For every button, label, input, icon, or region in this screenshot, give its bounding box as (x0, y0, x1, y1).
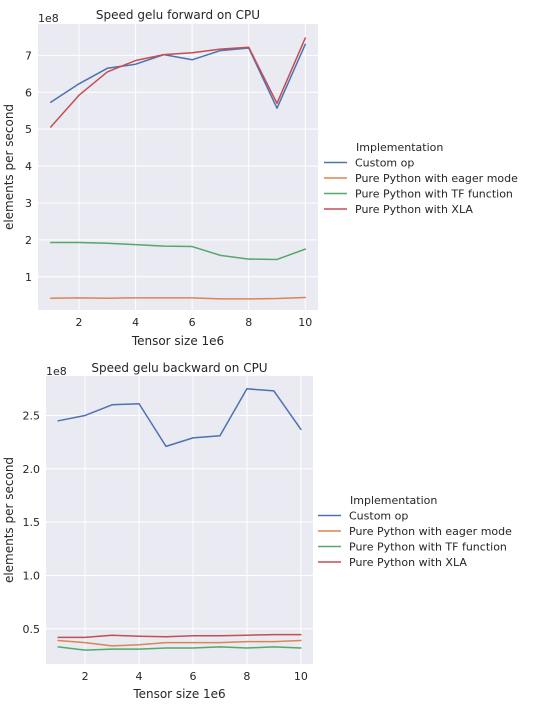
plot-area (46, 376, 313, 664)
plot-area (38, 24, 318, 310)
chart-title: Speed gelu forward on CPU (96, 8, 260, 22)
y-tick-label: 5 (25, 123, 32, 136)
series-line-4 (57, 633, 302, 639)
series-line-1 (49, 43, 307, 109)
legend-entry: Pure Python with XLA (349, 556, 467, 569)
y-tick-label: 2.0 (23, 463, 41, 476)
x-tick-label: 2 (76, 316, 83, 329)
x-tick-label: 2 (82, 670, 89, 683)
x-axis-label: Tensor size 1e6 (132, 687, 225, 701)
legend-entry: Custom op (349, 510, 408, 523)
series-line-4 (49, 37, 307, 128)
y-scale-label: 1e8 (38, 12, 59, 25)
y-tick-label: 1.5 (23, 516, 41, 529)
legend-entry: Pure Python with XLA (355, 203, 473, 216)
series-line-3 (49, 241, 307, 261)
series-line-2 (49, 296, 307, 300)
y-axis-label: elements per second (2, 457, 16, 583)
x-tick-label: 6 (189, 670, 196, 683)
legend-entry: Pure Python with eager mode (349, 525, 512, 538)
chart-2: 2 4 6 8 10 0.5 1.0 1.5 2.0 2.5 1e8 Speed gelu backw… (2, 361, 512, 701)
legend-title: Implementation (350, 494, 437, 507)
legend-entry: Pure Python with TF function (349, 541, 507, 554)
x-tick-label: 10 (294, 670, 308, 683)
legend-entry: Pure Python with eager mode (355, 172, 518, 185)
series-line-1 (57, 388, 302, 448)
y-tick-label: 4 (25, 160, 32, 173)
x-tick-label: 8 (245, 316, 252, 329)
legend-entry: Custom op (355, 157, 414, 170)
x-tick-label: 8 (243, 670, 250, 683)
series-line-3 (57, 646, 302, 651)
y-tick-label: 1 (25, 271, 32, 284)
x-tick-label: 4 (132, 316, 139, 329)
y-tick-label: 2 (25, 234, 32, 247)
y-tick-label: 7 (25, 49, 32, 62)
legend-title: Implementation (356, 141, 443, 154)
series-line-2 (57, 639, 302, 647)
y-tick-label: 0.5 (23, 623, 41, 636)
y-tick-label: 6 (25, 86, 32, 99)
legend-entry: Pure Python with TF function (355, 188, 513, 201)
x-tick-label: 10 (298, 316, 312, 329)
x-axis-label: Tensor size 1e6 (131, 334, 224, 348)
chart-title: Speed gelu backward on CPU (91, 361, 267, 375)
y-scale-label: 1e8 (46, 365, 67, 378)
x-tick-label: 4 (136, 670, 143, 683)
y-tick-label: 3 (25, 197, 32, 210)
y-axis-label: elements per second (2, 104, 16, 230)
y-tick-label: 2.5 (23, 409, 41, 422)
y-tick-label: 1.0 (23, 569, 41, 582)
x-tick-label: 6 (189, 316, 196, 329)
